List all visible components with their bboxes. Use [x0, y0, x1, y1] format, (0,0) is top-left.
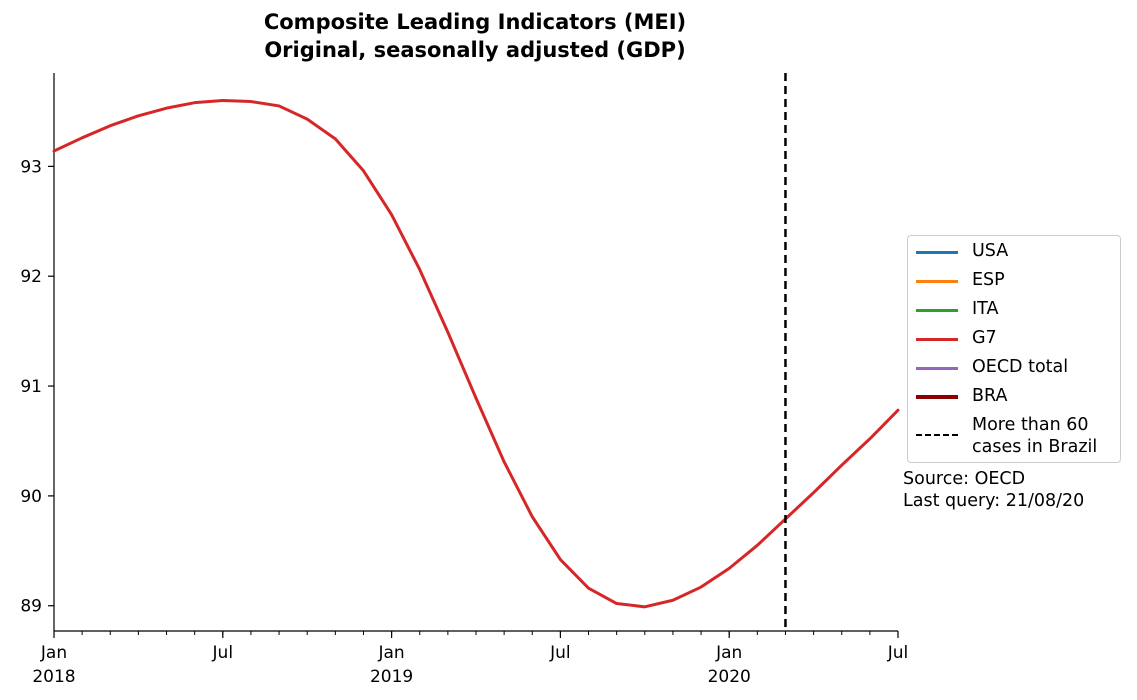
- x-tick-label: Jul: [212, 643, 234, 663]
- x-tick-year-label: 2020: [708, 667, 751, 687]
- x-tick-label: Jan: [715, 643, 742, 663]
- y-tick-label: 89: [20, 597, 42, 617]
- x-tick-year-label: 2019: [370, 667, 413, 687]
- last-query-text: Last query: 21/08/20: [903, 491, 1085, 511]
- legend-item: OECD total: [908, 356, 1120, 380]
- legend-item: ITA: [908, 298, 1120, 322]
- x-tick-label: Jan: [377, 643, 404, 663]
- x-tick-year-label: 2018: [32, 667, 75, 687]
- y-tick-label: 91: [20, 377, 42, 397]
- legend-label: ITA: [972, 299, 999, 319]
- source-note: Source: OECD Last query: 21/08/20: [903, 468, 1084, 512]
- axes: 89 90 91 92 93 Jan 2018 Jul Jan 2019 Jul Jan 2020 Jul: [20, 73, 908, 687]
- chart-title: Composite Leading Indicators (MEI): [263, 10, 687, 34]
- y-tick-label: 90: [20, 487, 42, 507]
- y-tick-label: 92: [20, 267, 42, 287]
- legend-swatch: [916, 308, 958, 312]
- y-tick-label: 93: [20, 157, 42, 177]
- legend-label: BRA: [972, 386, 1008, 406]
- legend-label: USA: [972, 241, 1009, 261]
- legend-swatch: [916, 250, 958, 254]
- x-tick-label: Jul: [887, 643, 909, 663]
- legend-swatch: [916, 434, 958, 436]
- legend-item: BRA: [908, 385, 1120, 409]
- x-tick-label: Jul: [549, 643, 571, 663]
- legend-swatch: [916, 337, 958, 341]
- legend-item: USA: [908, 240, 1120, 264]
- legend-item: More than 60 cases in Brazil: [908, 414, 1120, 457]
- legend: USA ESP ITA G7 OECD total BRA More than 60 cas…: [907, 235, 1121, 463]
- source-text: Source: OECD: [903, 469, 1026, 489]
- legend-label: More than 60 cases in Brazil: [972, 415, 1098, 457]
- legend-item: ESP: [908, 269, 1120, 293]
- legend-label: ESP: [972, 270, 1005, 290]
- legend-swatch: [916, 279, 958, 283]
- chart-subtitle: Original, seasonally adjusted (GDP): [264, 38, 686, 62]
- legend-label: G7: [972, 328, 997, 348]
- legend-label: OECD total: [972, 357, 1069, 377]
- legend-swatch: [916, 395, 958, 399]
- series-line-g7: [52, 98, 900, 609]
- legend-swatch: [916, 366, 958, 370]
- legend-item: G7: [908, 327, 1120, 351]
- plot-area: [52, 73, 900, 631]
- x-tick-label: Jan: [40, 643, 67, 663]
